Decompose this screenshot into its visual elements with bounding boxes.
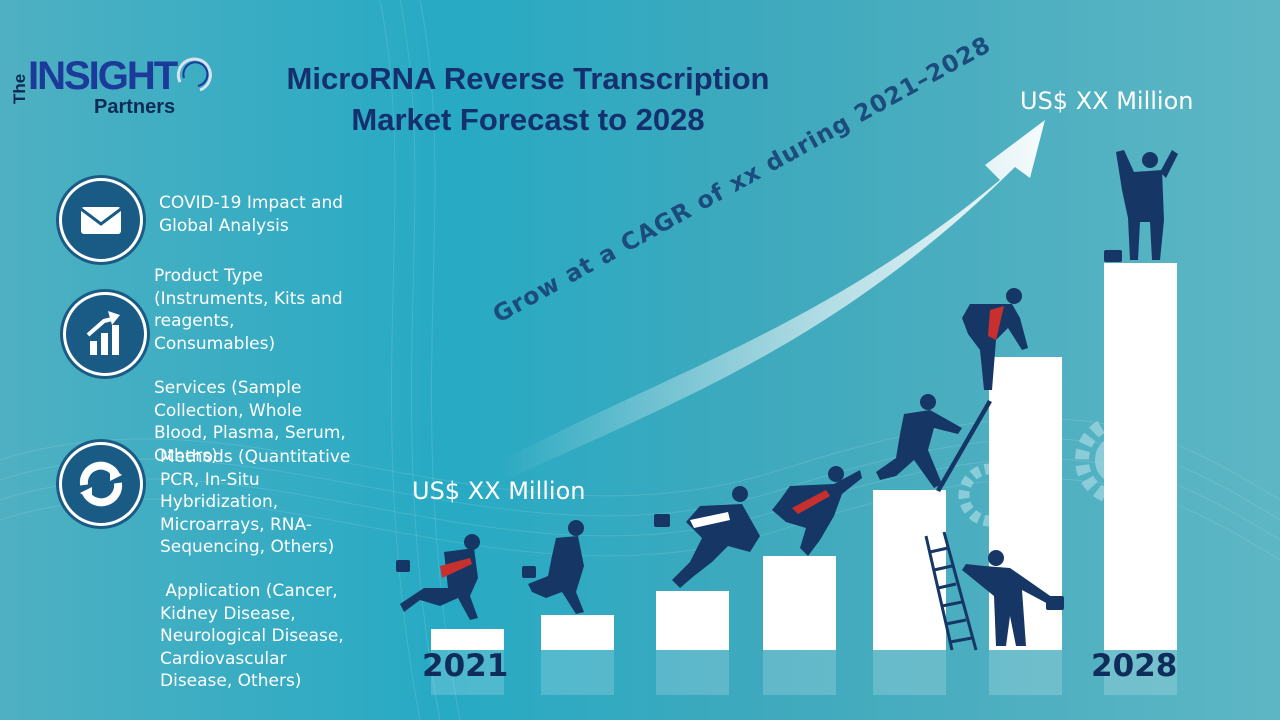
businesswoman-figure <box>876 394 992 492</box>
end-year: 2028 <box>1091 648 1178 684</box>
logo-swoosh-icon <box>176 57 212 92</box>
refresh-cycle-icon <box>59 442 143 526</box>
businesswoman-figure <box>522 520 584 614</box>
segment-product-type: Product Type (Instruments, Kits and reag… <box>154 266 343 354</box>
start-value-label: US$ XX Million <box>412 477 586 505</box>
growth-bar <box>656 591 729 650</box>
segment-covid: COVID-19 Impact and Global Analysis <box>159 193 344 236</box>
ladder-icon <box>924 531 978 651</box>
segment-services: Services (Sample Collection, Whole Blood… <box>154 378 346 466</box>
segment-application: Application (Cancer, Kidney Disease, Neu… <box>160 581 344 692</box>
start-year: 2021 <box>422 648 509 684</box>
title-line-2: Market Forecast to 2028 <box>351 102 705 137</box>
growth-bar <box>1104 263 1177 650</box>
growth-bar <box>763 556 836 650</box>
logo-partners: Partners <box>94 96 176 118</box>
page-title: MicroRNA Reverse Transcription Market Fo… <box>258 58 798 140</box>
insight-partners-logo: The INSIGHT Partners <box>6 52 221 122</box>
businessman-figure <box>772 466 862 556</box>
businessman-figure <box>654 486 760 588</box>
growth-bar <box>541 615 614 650</box>
segment-methods: Methods (Quantitative PCR, In-Situ Hybri… <box>160 447 351 558</box>
envelope-icon <box>59 178 143 262</box>
growth-chart-icon <box>63 292 147 376</box>
title-line-1: MicroRNA Reverse Transcription <box>286 61 770 96</box>
end-value-label: US$ XX Million <box>1020 87 1194 115</box>
growth-bar <box>431 629 504 650</box>
growth-arrow <box>500 120 1045 478</box>
businessman-figure <box>962 550 1064 646</box>
businessman-figure <box>396 534 480 620</box>
logo-insight: INSIGHT <box>28 54 178 98</box>
businessman-figure <box>1104 150 1178 262</box>
businessman-figure <box>962 288 1028 390</box>
